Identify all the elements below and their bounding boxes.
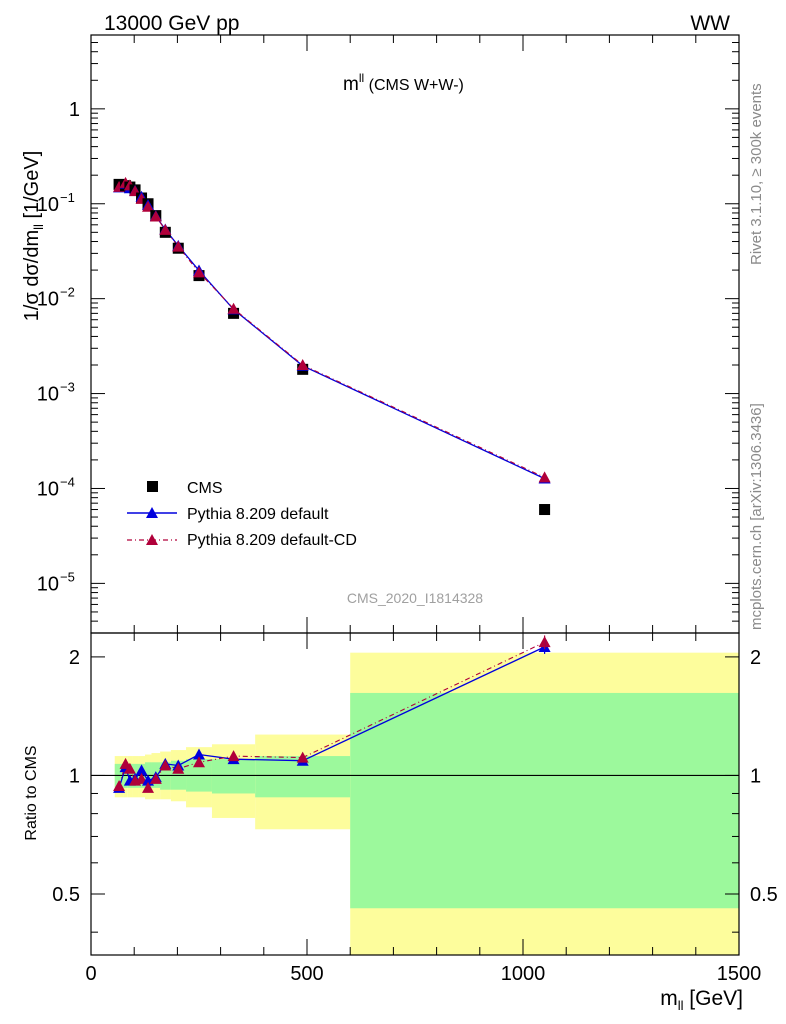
legend: CMS Pythia 8.209 default Pythia 8.209 de… <box>127 480 357 549</box>
site-label: mcplots.cern.ch [arXiv:1306.3436] <box>748 403 765 630</box>
xtick-label-0: 0 <box>85 963 96 985</box>
top-ytick-exp-3: −3 <box>60 380 75 395</box>
cd-top-point-7 <box>159 223 172 235</box>
cd-top-point-11 <box>296 359 309 371</box>
cd-ratio-point-10 <box>227 750 240 762</box>
ratio-ytick-label-right-2: 2 <box>750 647 761 669</box>
cd-top-point-6 <box>149 210 162 222</box>
default-ratio-point-4 <box>135 764 148 776</box>
header-left: 13000 GeV pp <box>104 12 239 35</box>
top-axis-ticks: 110−110−210−310−410−5 <box>37 34 739 634</box>
cd-top-point-8 <box>172 240 185 252</box>
ratio-ytick-label-left-1: 1 <box>69 765 80 787</box>
cd-top-point-9 <box>193 266 205 278</box>
cd-ratio-point-2 <box>123 762 136 774</box>
cd-top-point-12 <box>538 471 551 483</box>
legend-cms-label: CMS <box>187 480 223 497</box>
xtick-label-3: 1500 <box>717 963 762 985</box>
top-ylabel: 1/σ dσ/dmll [1/GeV] <box>21 151 46 322</box>
cms-point-12 <box>539 504 551 516</box>
ratio-ytick-label-right-1: 1 <box>750 765 761 787</box>
xtick-label-1: 500 <box>290 963 323 985</box>
legend-cd-label: Pythia 8.209 default-CD <box>187 532 357 549</box>
top-ytick-label-3: 10 <box>37 384 59 406</box>
inner-band-12 <box>350 692 739 909</box>
top-ytick-exp-2: −2 <box>60 285 75 300</box>
cd-ratio-point-6 <box>149 772 162 784</box>
top-ytick-label-1: 10 <box>37 194 59 216</box>
ratio-ytick-label-left-2: 2 <box>69 647 80 669</box>
xtick-label-2: 1000 <box>501 963 546 985</box>
analysis-watermark: CMS_2020_I1814328 <box>347 590 483 606</box>
top-ytick-label-5: 10 <box>37 573 59 595</box>
cd-ratio-point-9 <box>193 756 205 768</box>
top-ytick-exp-4: −4 <box>60 474 75 489</box>
bottom-panel-frame <box>90 632 740 956</box>
header-right: WW <box>690 12 730 35</box>
top-ytick-label-4: 10 <box>37 478 59 500</box>
legend-cd-marker <box>146 534 158 545</box>
top-ytick-label-2: 10 <box>37 289 59 311</box>
cd-ratio-point-5 <box>142 781 155 793</box>
legend-cms-marker <box>147 481 158 492</box>
bottom-ylabel: Ratio to CMS <box>23 745 40 840</box>
top-ytick-exp-5: −5 <box>60 569 75 584</box>
cd-ratio-point-7 <box>159 759 172 771</box>
inner-band-10 <box>211 759 256 794</box>
ratio-ytick-label-left-0: 0.5 <box>52 884 80 906</box>
legend-default-label: Pythia 8.209 default <box>187 506 329 523</box>
cd-ratio-point-8 <box>172 762 185 774</box>
legend-default-marker <box>146 507 158 518</box>
cd-ratio-point-11 <box>296 751 309 763</box>
rivet-label: Rivet 3.1.10, ≥ 300k events <box>748 83 765 265</box>
ratio-ytick-label-right-0: 0.5 <box>750 884 778 906</box>
cd-ratio-point-0 <box>113 780 126 792</box>
top-ytick-exp-1: −1 <box>60 190 75 205</box>
xlabel: mll [GeV] <box>660 987 743 1013</box>
default-ratio-point-9 <box>193 748 205 760</box>
series-layer <box>113 176 551 793</box>
uncertainty-bands <box>114 652 739 955</box>
cd-top-point-10 <box>227 302 240 314</box>
plot-title: mll (CMS W+W-) <box>343 71 464 95</box>
cd-top-point-5 <box>142 200 155 212</box>
top-ytick-label-0: 1 <box>69 99 80 121</box>
